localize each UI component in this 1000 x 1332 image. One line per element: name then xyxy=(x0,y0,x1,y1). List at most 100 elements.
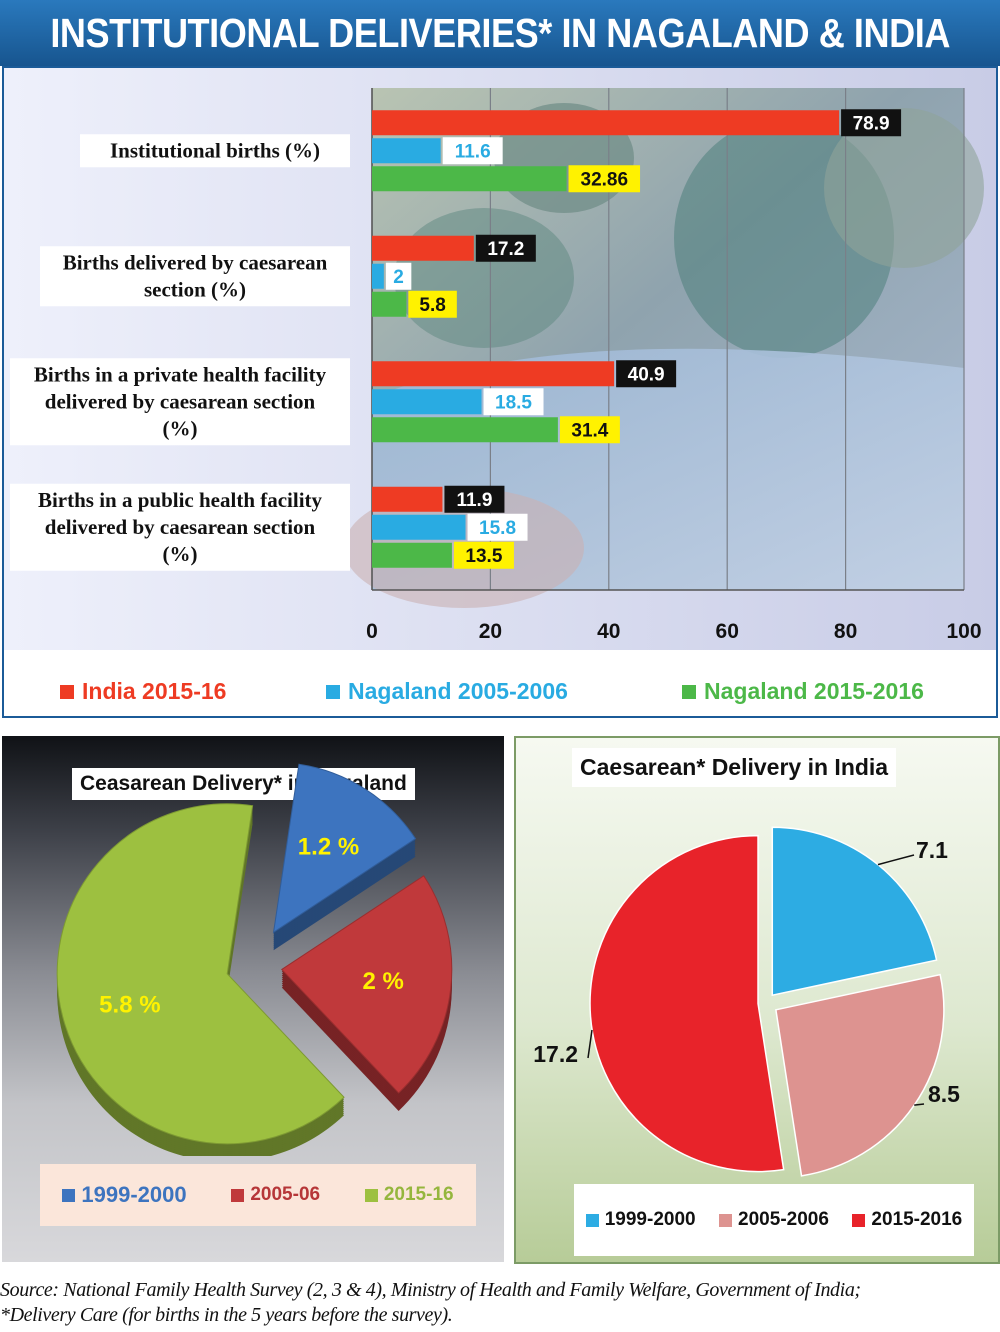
data-label-box xyxy=(841,109,902,137)
legend-label: Nagaland 2005-2006 xyxy=(348,678,568,704)
legend-swatch xyxy=(585,1213,599,1227)
legend-swatch xyxy=(682,684,696,699)
legend-swatch xyxy=(231,1188,245,1202)
bar-nagaland-2015-2016-1 xyxy=(372,166,567,192)
nagaland-legend-2005-06: 2005-06 xyxy=(231,1184,320,1206)
india-pie-label-2005-2006: 8.5 xyxy=(928,1081,960,1107)
india-pie-label-1999-2000: 7.1 xyxy=(916,837,948,863)
nagaland-pie-slice-2015-16 xyxy=(56,803,345,1145)
category-label-box xyxy=(10,483,350,571)
bar-nagaland-2005-2006-4 xyxy=(372,514,466,540)
data-label-box xyxy=(467,513,528,541)
nagaland-pie-slice-1999-2000 xyxy=(272,763,417,934)
data-label-nagaland-2005-2006-2: 2 xyxy=(393,267,404,288)
x-tick-label: 80 xyxy=(834,620,857,643)
data-label-nagaland-2015-2016-4: 13.5 xyxy=(465,546,502,567)
data-label-box xyxy=(444,485,505,513)
legend-swatch xyxy=(852,1213,866,1227)
leader-line xyxy=(877,854,915,866)
data-label-nagaland-2005-2006-4: 15.8 xyxy=(479,518,516,539)
bar-india-2015-16-4 xyxy=(372,486,443,512)
x-axis-ticks: 0 20 40 60 80 100 xyxy=(366,620,981,643)
data-label-nagaland-2015-2016-2: 5.8 xyxy=(419,295,445,316)
nagaland-legend-1999-2000: 1999-2000 xyxy=(62,1182,187,1208)
india-pie-slice-2005-2006 xyxy=(775,973,945,1177)
data-label-india-2015-16-1: 78.9 xyxy=(853,113,890,134)
source-note: Source: National Family Health Survey (2… xyxy=(0,1278,1000,1328)
source-line-1: Source: National Family Health Survey (2… xyxy=(0,1279,861,1301)
nagaland-legend-2015-16: 2015-16 xyxy=(364,1184,454,1206)
data-label-india-2015-16-3: 40.9 xyxy=(628,364,665,385)
data-label-box xyxy=(568,165,641,193)
data-label-box xyxy=(385,262,412,290)
india-pie-legend: 1999-2000 2005-2006 2015-2016 xyxy=(574,1184,974,1256)
category-label-3: (%) xyxy=(163,416,198,440)
india-pie-slice-1999-2000 xyxy=(771,826,938,997)
data-label-box xyxy=(616,360,677,388)
bar-india-2015-16-3 xyxy=(372,361,615,387)
india-legend-2015-2016: 2015-2016 xyxy=(852,1209,962,1231)
data-label-nagaland-2015-2016-3: 31.4 xyxy=(571,420,608,441)
bar-nagaland-2005-2006-1 xyxy=(372,138,441,164)
bar-nagaland-2015-2016-3 xyxy=(372,417,558,443)
x-tick-label: 0 xyxy=(366,620,378,643)
source-line-2: *Delivery Care (for births in the 5 year… xyxy=(0,1304,453,1326)
bars: 78.9 11.6 32.86 17.2 2 5.8 40.9 18.5 31.4 11.9 15.… xyxy=(372,109,902,569)
legend-swatch xyxy=(60,684,74,699)
data-label-box xyxy=(453,541,514,569)
india-pie: 7.1 8.5 17.2 xyxy=(533,826,960,1177)
india-pie-slice-2015-2016 xyxy=(589,834,785,1173)
nagaland-pie: 1.2 % 2 % 5.8 % xyxy=(56,763,453,1156)
category-label-box xyxy=(40,246,350,307)
data-label-india-2015-16-2: 17.2 xyxy=(487,239,524,260)
nagaland-pie-label-1999-2000: 1.2 % xyxy=(298,833,359,860)
legend-swatch xyxy=(326,684,340,699)
x-tick-label: 40 xyxy=(597,620,620,643)
legend-label: 1999-2000 xyxy=(604,1209,696,1230)
legend-label: 2005-06 xyxy=(250,1184,321,1205)
bar-chart: 78.9 11.6 32.86 17.2 2 5.8 40.9 18.5 31.4 11.9 15.… xyxy=(4,68,996,716)
bar-nagaland-2005-2006-3 xyxy=(372,389,482,415)
data-label-india-2015-16-4: 11.9 xyxy=(456,490,492,511)
category-labels: Institutional births (%) Births delivered… xyxy=(10,134,350,571)
bar-india-2015-16-2 xyxy=(372,235,474,261)
bar-chart-panel: 78.9 11.6 32.86 17.2 2 5.8 40.9 18.5 31.4 11.9 15.… xyxy=(2,66,998,718)
data-label-box xyxy=(559,416,620,444)
nagaland-pie-label-2015-16: 5.8 % xyxy=(99,991,160,1018)
legend-nagaland-2005-2006: Nagaland 2005-2006 xyxy=(326,678,568,705)
category-label-4: Births in a public health facility xyxy=(38,488,323,512)
legend-swatch xyxy=(719,1213,733,1227)
nagaland-pie-legend: 1999-2000 2005-06 2015-16 xyxy=(40,1164,476,1226)
category-label-box xyxy=(10,358,350,446)
x-tick-label: 20 xyxy=(479,620,502,643)
legend-india-2015-16: India 2015-16 xyxy=(60,678,226,705)
legend-label: Nagaland 2015-2016 xyxy=(704,678,924,704)
india-pie-panel: Caesarean* Delivery in India 7.1 8.5 17.2 … xyxy=(514,736,1000,1264)
category-label-box xyxy=(80,134,350,168)
bar-india-2015-16-1 xyxy=(372,110,840,136)
data-label-nagaland-2005-2006-1: 11.6 xyxy=(455,141,491,162)
data-label-box xyxy=(483,388,544,416)
leader-line xyxy=(587,1029,593,1059)
category-label-2: section (%) xyxy=(144,277,246,301)
legend-label: 2015-16 xyxy=(383,1184,454,1205)
data-label-box xyxy=(442,137,503,165)
category-label-2: Births delivered by caesarean xyxy=(63,250,328,274)
nagaland-pie-label-2005-06: 2 % xyxy=(362,968,403,995)
data-label-nagaland-2005-2006-3: 18.5 xyxy=(495,392,532,413)
legend-label: 2015-2016 xyxy=(871,1209,963,1230)
india-legend-1999-2000: 1999-2000 xyxy=(585,1209,696,1231)
bar-nagaland-2015-2016-4 xyxy=(372,542,452,568)
legend-swatch xyxy=(62,1188,76,1202)
infographic-title: INSTITUTIONAL DELIVERIES* IN NAGALAND & … xyxy=(50,9,950,56)
india-pie-title: Caesarean* Delivery in India xyxy=(572,748,897,787)
leader-line xyxy=(914,1103,925,1106)
india-pie-label-2015-2016: 17.2 xyxy=(533,1041,578,1067)
bar-nagaland-2005-2006-2 xyxy=(372,263,384,289)
india-legend-2005-2006: 2005-2006 xyxy=(719,1209,829,1231)
bar-nagaland-2015-2016-2 xyxy=(372,291,407,317)
legend-swatch xyxy=(364,1188,378,1202)
category-label-4: (%) xyxy=(163,542,198,566)
title-bar: INSTITUTIONAL DELIVERIES* IN NAGALAND & … xyxy=(0,0,1000,66)
category-label-3: Births in a private health facility xyxy=(34,362,327,386)
